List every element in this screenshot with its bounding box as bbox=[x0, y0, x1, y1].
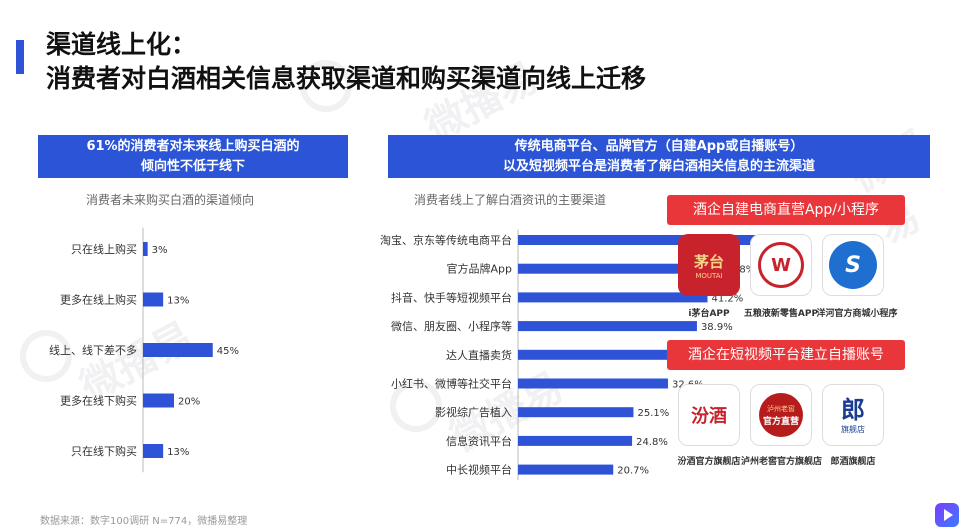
wuliangye-app-caption: 五粮液新零售APP bbox=[743, 309, 819, 319]
yanghe-miniprogram-icon: S bbox=[822, 234, 884, 296]
chart2-category-label: 淘宝、京东等传统电商平台 bbox=[380, 233, 512, 247]
moutai-app-caption: i茅台APP bbox=[688, 309, 730, 319]
langjiu-store-mark-sub: 旗舰店 bbox=[841, 424, 865, 434]
chart2-bar bbox=[518, 378, 668, 389]
chart2-bar bbox=[518, 407, 634, 418]
moutai-app-mark-sub: MOUTAI bbox=[695, 271, 723, 280]
weiboyi-corner-logo-icon bbox=[935, 503, 959, 527]
chart2-bar bbox=[518, 292, 708, 303]
right-banner: 传统电商平台、品牌官方（自建App或自播账号） 以及短视频平台是消费者了解白酒相… bbox=[388, 135, 930, 178]
chart2-bar bbox=[518, 464, 614, 475]
langjiu-store-mark: 郎 bbox=[841, 394, 865, 424]
luzhou-laojiao-store-icon: 泸州老窖 官方直营 bbox=[750, 384, 812, 446]
chart1-bar bbox=[143, 343, 213, 357]
chart2-category-label: 官方品牌App bbox=[447, 262, 513, 276]
left-banner-line-2: 倾向性不低于线下 bbox=[140, 158, 245, 174]
moutai-app-mark: 茅台 bbox=[693, 252, 724, 271]
title-line-2: 消费者对白酒相关信息获取渠道和购买渠道向线上迁移 bbox=[46, 64, 647, 93]
chart2-value-label: 38.9% bbox=[701, 322, 733, 333]
chart2-category-label: 信息资讯平台 bbox=[446, 434, 512, 448]
fenjiu-store-icon: 汾酒 bbox=[678, 384, 740, 446]
chart2-category-label: 小红书、微博等社交平台 bbox=[391, 377, 512, 391]
right-banner-line-1: 传统电商平台、品牌官方（自建App或自播账号） bbox=[514, 138, 804, 154]
chart2-bar bbox=[518, 263, 720, 274]
yanghe-miniprogram-mark: S bbox=[845, 252, 861, 278]
right-chart-subtitle: 消费者线上了解白酒资讯的主要渠道 bbox=[414, 193, 607, 207]
chart2-category-label: 影视综广告植入 bbox=[435, 405, 512, 419]
chart2-bar bbox=[518, 349, 674, 360]
chart1-bar bbox=[143, 242, 148, 256]
chart1-value-label: 3% bbox=[152, 245, 168, 256]
langjiu-store-icon: 郎 旗舰店 bbox=[822, 384, 884, 446]
page-title: 渠道线上化： 消费者对白酒相关信息获取渠道和购买渠道向线上迁移 bbox=[46, 28, 646, 96]
langjiu-store-caption: 郎酒旗舰店 bbox=[830, 457, 876, 467]
chart1-value-label: 45% bbox=[217, 346, 239, 357]
chart1-category-label: 只在线下购买 bbox=[71, 444, 137, 458]
chart1-bar bbox=[143, 292, 164, 307]
fenjiu-store-mark: 汾酒 bbox=[691, 406, 727, 427]
right-banner-line-2: 以及短视频平台是消费者了解白酒相关信息的主流渠道 bbox=[502, 158, 815, 174]
chart1-category-label: 更多在线下购买 bbox=[60, 394, 137, 408]
chart1-value-label: 13% bbox=[167, 296, 189, 307]
data-source-note: 数据来源：数字100调研 N=774，微播易整理 bbox=[40, 516, 248, 527]
brand-apps-heading: 酒企自建电商直营App/小程序 bbox=[667, 195, 905, 225]
yanghe-miniprogram-caption: 洋河官方商城小程序 bbox=[816, 309, 898, 319]
chart1-bar bbox=[143, 393, 174, 408]
title-line-1: 渠道线上化： bbox=[46, 30, 197, 59]
title-accent-bar bbox=[16, 40, 24, 74]
chart1-bar bbox=[143, 444, 164, 458]
chart1-value-label: 20% bbox=[178, 397, 200, 408]
wuliangye-app-icon: W bbox=[750, 234, 812, 296]
chart2-category-label: 中长视频平台 bbox=[446, 463, 512, 477]
chart1-category-label: 只在线上购买 bbox=[71, 242, 137, 256]
chart2-bar bbox=[518, 435, 633, 446]
chart2-bar bbox=[518, 321, 697, 332]
left-banner-line-1: 61%的消费者对未来线上购买白酒的 bbox=[86, 138, 300, 154]
chart2-category-label: 达人直播卖货 bbox=[446, 348, 512, 362]
luzhou-laojiao-mark-top: 泸州老窖 bbox=[767, 404, 795, 413]
chart2-value-label: 25.1% bbox=[637, 408, 669, 419]
chart2-value-label: 20.7% bbox=[617, 466, 649, 477]
chart1-value-label: 13% bbox=[167, 447, 189, 458]
chart1-category-label: 线上、线下差不多 bbox=[49, 343, 137, 357]
chart1-category-label: 更多在线上购买 bbox=[60, 293, 137, 307]
luzhou-laojiao-mark: 官方直营 bbox=[762, 416, 799, 427]
chart2-category-label: 抖音、快手等短视频平台 bbox=[391, 290, 512, 304]
luzhou-laojiao-store-caption: 泸州老窖官方旗舰店 bbox=[741, 457, 823, 467]
fenjiu-store-caption: 汾酒官方旗舰店 bbox=[677, 457, 741, 467]
chart2-value-label: 41.2% bbox=[712, 293, 744, 304]
chart2-value-label: 24.8% bbox=[636, 437, 668, 448]
wuliangye-app-mark: W bbox=[771, 254, 791, 276]
chart2-bar bbox=[518, 235, 759, 245]
brand-stores-heading: 酒企在短视频平台建立自播账号 bbox=[667, 340, 905, 370]
left-chart-subtitle: 消费者未来购买白酒的渠道倾向 bbox=[86, 193, 255, 207]
left-banner: 61%的消费者对未来线上购买白酒的 倾向性不低于线下 bbox=[38, 135, 348, 178]
moutai-app-icon: 茅台 MOUTAI bbox=[678, 234, 740, 296]
chart2-category-label: 微信、朋友圈、小程序等 bbox=[391, 319, 512, 333]
